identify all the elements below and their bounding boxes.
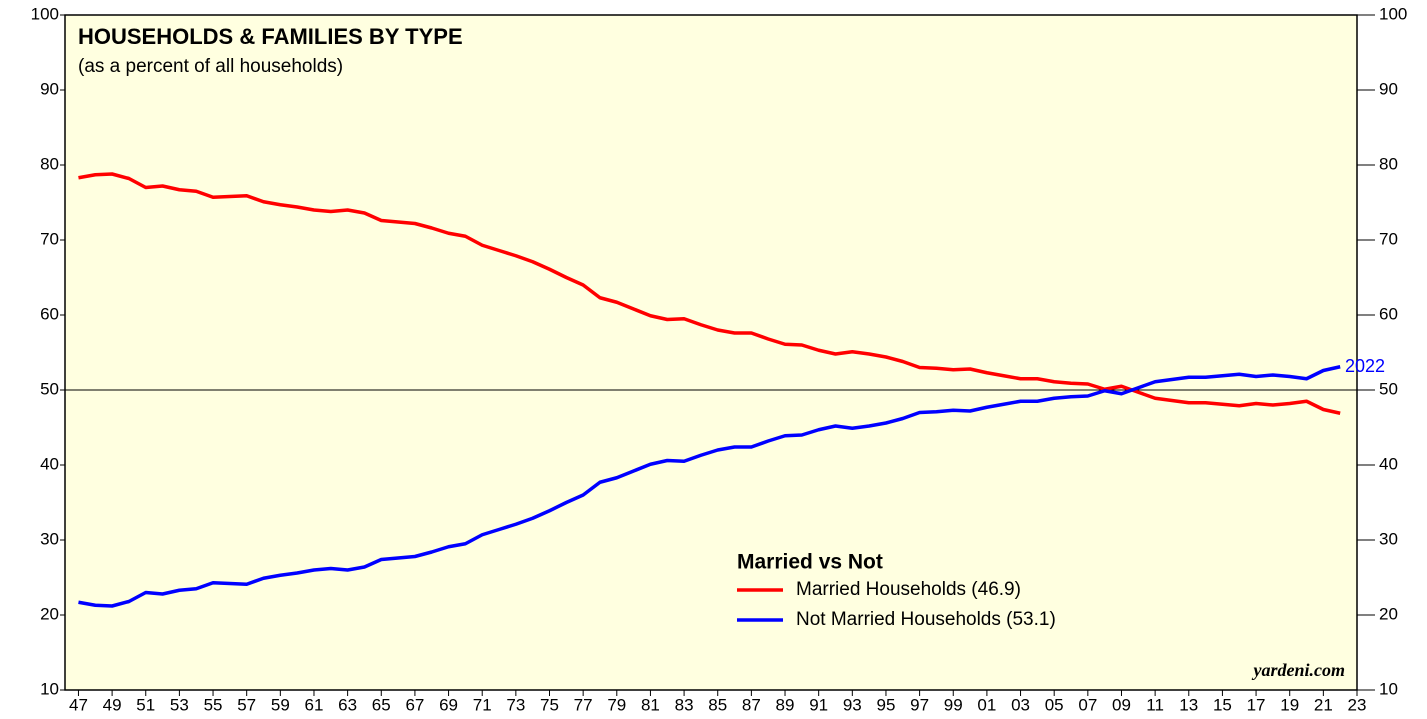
x-tick-label: 15 bbox=[1213, 695, 1232, 714]
legend-label: Not Married Households (53.1) bbox=[796, 609, 1056, 630]
x-tick-label: 03 bbox=[1011, 695, 1030, 714]
x-tick-label: 55 bbox=[204, 695, 223, 714]
y2-tick-label: 80 bbox=[1379, 154, 1398, 173]
y-tick-label: 60 bbox=[40, 304, 59, 323]
x-tick-label: 85 bbox=[708, 695, 727, 714]
y-tick-label: 40 bbox=[40, 454, 59, 473]
x-tick-label: 51 bbox=[136, 695, 155, 714]
x-tick-label: 19 bbox=[1280, 695, 1299, 714]
y2-tick-label: 10 bbox=[1379, 679, 1398, 698]
y-tick-label: 20 bbox=[40, 604, 59, 623]
legend-label: Married Households (46.9) bbox=[796, 579, 1021, 600]
x-tick-label: 75 bbox=[540, 695, 559, 714]
x-tick-label: 63 bbox=[338, 695, 357, 714]
chart-subtitle: (as a percent of all households) bbox=[78, 56, 343, 77]
x-tick-label: 61 bbox=[305, 695, 324, 714]
y-tick-label: 90 bbox=[40, 79, 59, 98]
x-tick-label: 49 bbox=[103, 695, 122, 714]
x-tick-label: 81 bbox=[641, 695, 660, 714]
y2-tick-label: 20 bbox=[1379, 604, 1398, 623]
x-tick-label: 67 bbox=[405, 695, 424, 714]
y2-tick-label: 90 bbox=[1379, 79, 1398, 98]
x-tick-label: 05 bbox=[1045, 695, 1064, 714]
series-line bbox=[78, 365, 1341, 608]
x-tick-label: 95 bbox=[876, 695, 895, 714]
y2-tick-label: 70 bbox=[1379, 229, 1398, 248]
x-tick-label: 79 bbox=[607, 695, 626, 714]
y-tick-label: 100 bbox=[31, 4, 59, 23]
x-tick-label: 83 bbox=[675, 695, 694, 714]
x-tick-label: 57 bbox=[237, 695, 256, 714]
y2-tick-label: 40 bbox=[1379, 454, 1398, 473]
x-tick-label: 89 bbox=[776, 695, 795, 714]
x-tick-label: 93 bbox=[843, 695, 862, 714]
x-tick-label: 09 bbox=[1112, 695, 1131, 714]
legend-title: Married vs Not bbox=[737, 551, 883, 574]
y2-tick-label: 50 bbox=[1379, 379, 1398, 398]
chart-title: HOUSEHOLDS & FAMILIES BY TYPE bbox=[78, 24, 463, 49]
x-tick-label: 71 bbox=[473, 695, 492, 714]
plot-area bbox=[64, 14, 1358, 691]
x-tick-label: 11 bbox=[1146, 695, 1164, 714]
y2-tick-label: 60 bbox=[1379, 304, 1398, 323]
y-tick-label: 70 bbox=[40, 229, 59, 248]
annotation: 2022 bbox=[1345, 356, 1385, 376]
x-tick-label: 87 bbox=[742, 695, 761, 714]
x-tick-label: 47 bbox=[69, 695, 88, 714]
x-tick-label: 97 bbox=[910, 695, 929, 714]
x-tick-label: 65 bbox=[372, 695, 391, 714]
x-tick-label: 69 bbox=[439, 695, 458, 714]
x-tick-label: 01 bbox=[977, 695, 996, 714]
y-tick-label: 30 bbox=[40, 529, 59, 548]
x-tick-label: 21 bbox=[1314, 695, 1333, 714]
x-tick-label: 53 bbox=[170, 695, 189, 714]
x-tick-label: 91 bbox=[809, 695, 828, 714]
x-tick-label: 07 bbox=[1078, 695, 1097, 714]
x-tick-label: 99 bbox=[944, 695, 963, 714]
x-tick-label: 13 bbox=[1179, 695, 1198, 714]
x-tick-label: 23 bbox=[1348, 695, 1367, 714]
x-tick-label: 77 bbox=[574, 695, 593, 714]
x-tick-label: 17 bbox=[1247, 695, 1266, 714]
y-tick-label: 50 bbox=[40, 379, 59, 398]
x-tick-label: 59 bbox=[271, 695, 290, 714]
y-tick-label: 80 bbox=[40, 154, 59, 173]
x-tick-label: 73 bbox=[506, 695, 525, 714]
y-tick-label: 10 bbox=[40, 679, 59, 698]
source: yardeni.com bbox=[1252, 660, 1346, 680]
y2-tick-label: 100 bbox=[1379, 4, 1407, 23]
y2-tick-label: 30 bbox=[1379, 529, 1398, 548]
